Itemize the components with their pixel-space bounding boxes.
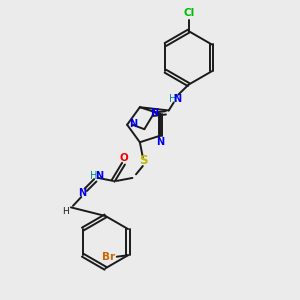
Text: H: H	[169, 94, 176, 103]
Text: N: N	[150, 108, 158, 118]
Text: Br: Br	[102, 252, 115, 262]
Text: N: N	[78, 188, 86, 198]
Text: H: H	[62, 207, 69, 216]
Text: N: N	[95, 171, 104, 181]
Text: N: N	[156, 137, 164, 147]
Text: Cl: Cl	[183, 8, 194, 18]
Text: N: N	[174, 94, 182, 103]
Text: O: O	[119, 153, 128, 163]
Text: S: S	[139, 154, 148, 167]
Text: H: H	[90, 171, 98, 181]
Text: N: N	[130, 119, 138, 129]
